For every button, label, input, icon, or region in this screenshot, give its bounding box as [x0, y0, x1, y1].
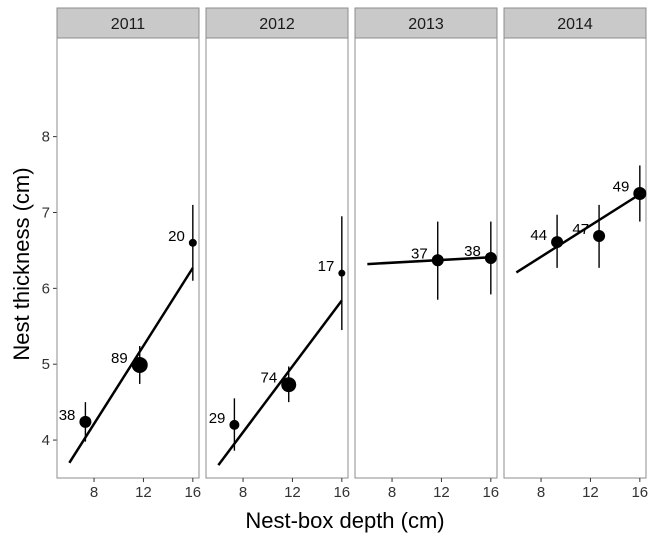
data-point	[79, 415, 92, 428]
sample-size-label: 49	[613, 179, 630, 196]
strip-label: 2013	[408, 16, 444, 33]
strip-label: 2011	[111, 16, 146, 33]
data-point	[484, 252, 497, 264]
strip-background	[56, 7, 200, 39]
sample-size-label: 38	[59, 407, 76, 424]
x-tick-label: 12	[284, 484, 301, 501]
fit-line	[515, 193, 641, 274]
x-tick-label: 12	[582, 484, 599, 501]
x-tick-label: 8	[537, 484, 545, 501]
x-tick-label: 16	[631, 484, 648, 501]
x-tick-label: 8	[388, 484, 396, 501]
x-axis-title: Nest-box depth (cm)	[245, 508, 444, 533]
panel-2012: 2012 8 12 16 29 74 17	[205, 7, 350, 501]
sample-size-label: 89	[111, 350, 128, 367]
x-tick-label: 8	[90, 484, 98, 501]
strip-background	[205, 7, 349, 39]
strip-label: 2014	[557, 16, 593, 33]
panel-frame	[205, 37, 349, 479]
sample-size-label: 38	[464, 243, 481, 260]
data-point	[551, 236, 564, 249]
sample-size-label: 17	[318, 258, 335, 275]
strip-background	[503, 7, 647, 39]
strip-label: 2012	[259, 16, 295, 33]
strip-background	[354, 7, 498, 39]
panel-2011: 2011 8 12 16 38 89 20	[56, 7, 201, 501]
fit-line	[217, 299, 343, 466]
panel-2014: 2014 8 12 16 44 47 49	[503, 7, 648, 501]
y-tick-label: 4	[42, 432, 50, 449]
y-tick-label: 7	[42, 204, 50, 221]
sample-size-label: 74	[261, 370, 278, 387]
sample-size-label: 37	[411, 245, 428, 262]
panel-frame	[503, 37, 647, 479]
sample-size-label: 20	[168, 228, 185, 245]
panel-frame	[56, 37, 200, 479]
y-axis-title: Nest thickness (cm)	[9, 167, 34, 360]
sample-size-label: 44	[530, 227, 547, 244]
x-tick-label: 12	[135, 484, 152, 501]
panel-2013: 2013 8 12 16 37 38	[354, 7, 499, 501]
x-tick-label: 16	[333, 484, 350, 501]
fit-line	[367, 255, 491, 266]
sample-size-label: 47	[572, 221, 589, 238]
x-tick-label: 16	[482, 484, 499, 501]
data-point	[338, 269, 346, 277]
data-point	[281, 377, 297, 393]
data-point	[188, 238, 197, 247]
y-tick-label: 8	[42, 129, 50, 146]
sample-size-label: 29	[209, 410, 226, 427]
data-point	[633, 187, 647, 201]
y-tick-label: 6	[42, 280, 50, 297]
data-point	[229, 419, 240, 430]
x-tick-label: 8	[239, 484, 247, 501]
x-tick-label: 16	[184, 484, 201, 501]
y-tick-label: 5	[42, 356, 50, 373]
data-point	[431, 254, 444, 267]
data-point	[593, 230, 606, 242]
x-tick-label: 12	[433, 484, 450, 501]
fit-line	[68, 267, 194, 464]
data-point	[131, 356, 148, 373]
